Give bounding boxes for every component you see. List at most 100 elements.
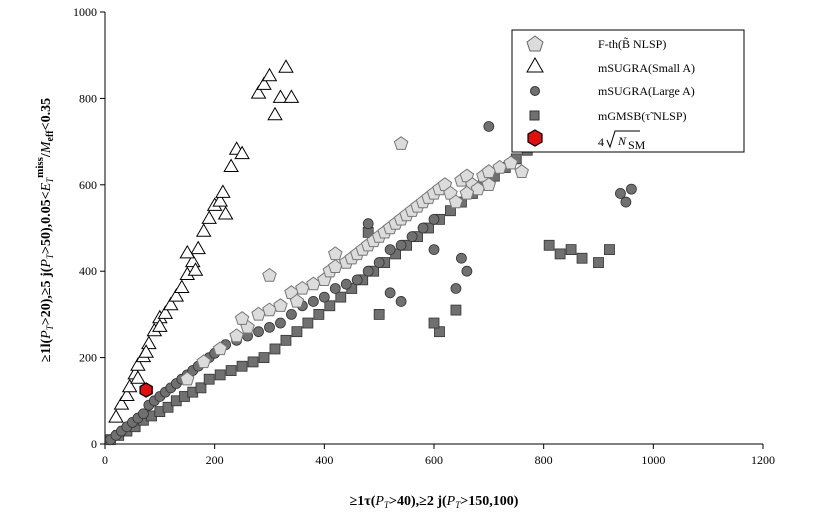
data-point-circle (428, 244, 440, 256)
data-point-circle (307, 296, 319, 307)
legend-marker-large-a (530, 86, 540, 96)
y-tick-label: 400 (79, 264, 97, 278)
data-point-circle (620, 196, 632, 208)
data-point-circle (351, 274, 363, 286)
y-axis-ticks: 0 200 400 600 800 1000 (73, 5, 105, 451)
data-point-circle (264, 321, 275, 333)
y-tick-label: 600 (79, 178, 97, 192)
data-point-pentagon (514, 164, 529, 178)
x-tick-label: 200 (206, 453, 224, 467)
data-point-square (335, 291, 347, 303)
data-point-circle (450, 283, 462, 294)
data-point-circle (362, 265, 374, 277)
x-tick-label: 800 (535, 453, 553, 467)
data-point-square (565, 244, 577, 256)
data-point-triangle (212, 193, 228, 207)
data-point-triangle (256, 76, 272, 90)
data-point-square (428, 317, 440, 329)
x-tick-label: 1200 (751, 453, 775, 467)
data-point-square (324, 300, 336, 312)
x-axis-title: ≥1τ(PT>40),≥2 j(PT>150,100) (350, 494, 519, 510)
data-point-circle (253, 326, 264, 338)
data-point-triangle (234, 145, 250, 160)
data-point-triangle (163, 296, 179, 311)
data-point-pentagon (180, 371, 195, 386)
data-point-square (604, 244, 615, 256)
data-point-square (291, 326, 303, 338)
svg-text:SM: SM (628, 138, 646, 152)
legend-label-fth: F-th(B̃ NLSP) (598, 37, 666, 51)
data-point-square (373, 308, 385, 320)
data-point-square (225, 365, 237, 376)
data-point-triangle (168, 288, 185, 302)
data-point-circle (406, 231, 418, 243)
data-point-triangle (108, 409, 124, 423)
data-point-circle (428, 213, 440, 225)
data-point-circle (318, 291, 330, 303)
data-point-circle (417, 222, 429, 234)
svg-text:N: N (617, 134, 627, 148)
data-point-square (247, 356, 259, 368)
legend-label-mgmsb: mGMSB(τ̃ NLSP) (598, 109, 687, 123)
data-point-circle (384, 287, 396, 299)
data-point-circle (373, 257, 385, 268)
data-point-pentagon (234, 311, 250, 325)
y-tick-label: 1000 (73, 5, 97, 19)
x-tick-label: 600 (425, 453, 443, 467)
data-point-pentagon (328, 246, 343, 261)
data-point-triangle (130, 370, 146, 384)
data-point-pentagon (273, 298, 288, 312)
data-point-triangle (195, 223, 212, 237)
data-point-pentagon (393, 136, 409, 150)
legend-marker-fth (526, 35, 544, 52)
data-point-circle (615, 188, 626, 199)
data-point-square (195, 382, 207, 394)
data-point-triangle (250, 85, 267, 99)
data-point-circle (395, 296, 407, 307)
legend-marker-mgmsb (529, 110, 540, 121)
data-point-circle (626, 183, 637, 195)
y-tick-label: 200 (79, 351, 97, 365)
data-point-circle (137, 408, 149, 420)
data-point-triangle (138, 344, 154, 358)
data-point-pentagon (459, 185, 475, 200)
data-point-circle (456, 252, 467, 264)
data-point-pentagon (212, 341, 228, 356)
data-point-triangle (278, 59, 294, 73)
legend-marker-small-a (526, 56, 544, 73)
data-point-triangle (113, 396, 130, 410)
x-axis-ticks: 0 200 400 600 800 1000 1200 (102, 444, 775, 467)
data-point-square (302, 317, 314, 329)
data-point-triangle (157, 305, 174, 319)
y-tick-label: 0 (91, 437, 97, 451)
data-point-circle (384, 244, 396, 256)
data-point-triangle (267, 106, 283, 121)
data-point-circle (362, 218, 374, 230)
x-tick-label: 0 (102, 453, 108, 467)
data-point-pentagon (448, 194, 464, 209)
data-point-pentagon (289, 293, 305, 308)
y-axis-title: ≥1l(PT>20),≥5 j(PT>50),0.05<ETmiss/Meff<… (34, 98, 56, 362)
data-point-square (269, 343, 281, 355)
data-point-square (258, 352, 270, 364)
data-point-square (313, 308, 325, 320)
data-point-triangle (187, 262, 204, 276)
data-point-square (434, 326, 445, 338)
data-point-circle (275, 317, 286, 329)
data-point-square (593, 257, 604, 268)
data-point-square (554, 248, 566, 260)
data-point-square (576, 252, 588, 264)
data-point-pentagon (229, 328, 244, 343)
data-point-circle (461, 265, 473, 277)
data-point-pentagon (503, 155, 518, 170)
data-point-circle (340, 278, 352, 290)
data-point-pentagon (481, 177, 497, 191)
data-point-triangle (272, 89, 289, 103)
data-point-square (450, 304, 462, 316)
data-point-triangle (179, 244, 196, 259)
data-point-square (214, 369, 226, 381)
data-point-triangle (141, 335, 157, 350)
legend-label-large-a: mSUGRA(Large A) (598, 84, 695, 98)
data-point-triangle (201, 210, 217, 224)
data-point-triangle (261, 67, 278, 82)
